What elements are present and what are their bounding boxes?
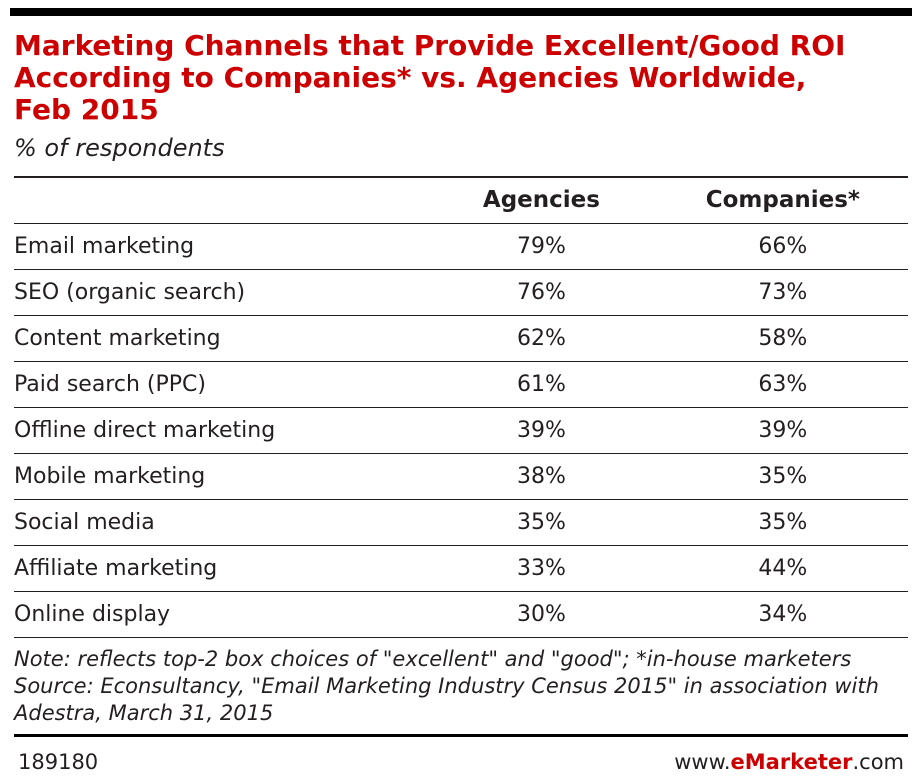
table-header-row: Agencies Companies* — [14, 176, 908, 224]
chart-subtitle: % of respondents — [14, 134, 225, 162]
chart-title-line-2: According to Companies* vs. Agencies Wor… — [14, 61, 807, 94]
companies-value: 35% — [657, 499, 908, 546]
companies-value: 35% — [657, 453, 908, 500]
row-label: Online display — [14, 591, 426, 638]
agencies-value: 62% — [425, 315, 658, 362]
site-url-suffix: .com — [852, 750, 904, 774]
row-label: SEO (organic search) — [14, 269, 426, 316]
footer: 189180 www.eMarketer.com — [14, 734, 908, 778]
chart-content: Marketing Channels that Provide Excellen… — [10, 30, 912, 778]
table-row: Offline direct marketing 39% 39% — [14, 407, 908, 454]
row-label: Content marketing — [14, 315, 426, 362]
row-label: Offline direct marketing — [14, 407, 426, 454]
agencies-value: 76% — [425, 269, 658, 316]
table-body: Email marketing 79% 66% SEO (organic sea… — [14, 223, 908, 638]
companies-value: 63% — [657, 361, 908, 408]
footer-divider-bar — [14, 734, 908, 737]
note-text: Note: reflects top-2 box choices of "exc… — [14, 647, 852, 671]
column-header-companies: Companies* — [657, 176, 908, 224]
agencies-value: 38% — [425, 453, 658, 500]
companies-value: 34% — [657, 591, 908, 638]
agencies-value: 30% — [425, 591, 658, 638]
column-header-agencies: Agencies — [425, 176, 658, 224]
site-url-brand: eMarketer — [730, 750, 853, 774]
table-row: Mobile marketing 38% 35% — [14, 453, 908, 500]
table-row: Content marketing 62% 58% — [14, 315, 908, 362]
companies-value: 73% — [657, 269, 908, 316]
table-row: Online display 30% 34% — [14, 591, 908, 638]
companies-value: 66% — [657, 223, 908, 270]
source-text: Source: Econsultancy, "Email Marketing I… — [14, 674, 879, 725]
chart-title: Marketing Channels that Provide Excellen… — [14, 30, 908, 126]
table-row: Social media 35% 35% — [14, 499, 908, 546]
companies-value: 44% — [657, 545, 908, 592]
site-url-prefix: www. — [674, 750, 731, 774]
companies-value: 39% — [657, 407, 908, 454]
row-label: Paid search (PPC) — [14, 361, 426, 408]
chart-title-line-3: Feb 2015 — [14, 93, 159, 126]
companies-value: 58% — [657, 315, 908, 362]
top-divider-bar — [10, 8, 912, 16]
table-row: Affiliate marketing 33% 44% — [14, 545, 908, 592]
row-label: Affiliate marketing — [14, 545, 426, 592]
row-label: Email marketing — [14, 223, 426, 270]
footer-row: 189180 www.eMarketer.com — [14, 737, 908, 778]
chart-id: 189180 — [18, 750, 99, 774]
agencies-value: 61% — [425, 361, 658, 408]
roi-data-table: Agencies Companies* Email marketing 79% … — [14, 176, 908, 638]
table-row: Paid search (PPC) 61% 63% — [14, 361, 908, 408]
row-label: Mobile marketing — [14, 453, 426, 500]
agencies-value: 39% — [425, 407, 658, 454]
row-label: Social media — [14, 499, 426, 546]
column-header-empty — [14, 176, 426, 224]
agencies-value: 79% — [425, 223, 658, 270]
chart-notes: Note: reflects top-2 box choices of "exc… — [14, 646, 894, 727]
site-url: www.eMarketer.com — [674, 750, 904, 774]
table-row: Email marketing 79% 66% — [14, 223, 908, 270]
table-row: SEO (organic search) 76% 73% — [14, 269, 908, 316]
agencies-value: 33% — [425, 545, 658, 592]
agencies-value: 35% — [425, 499, 658, 546]
chart-title-line-1: Marketing Channels that Provide Excellen… — [14, 29, 846, 62]
